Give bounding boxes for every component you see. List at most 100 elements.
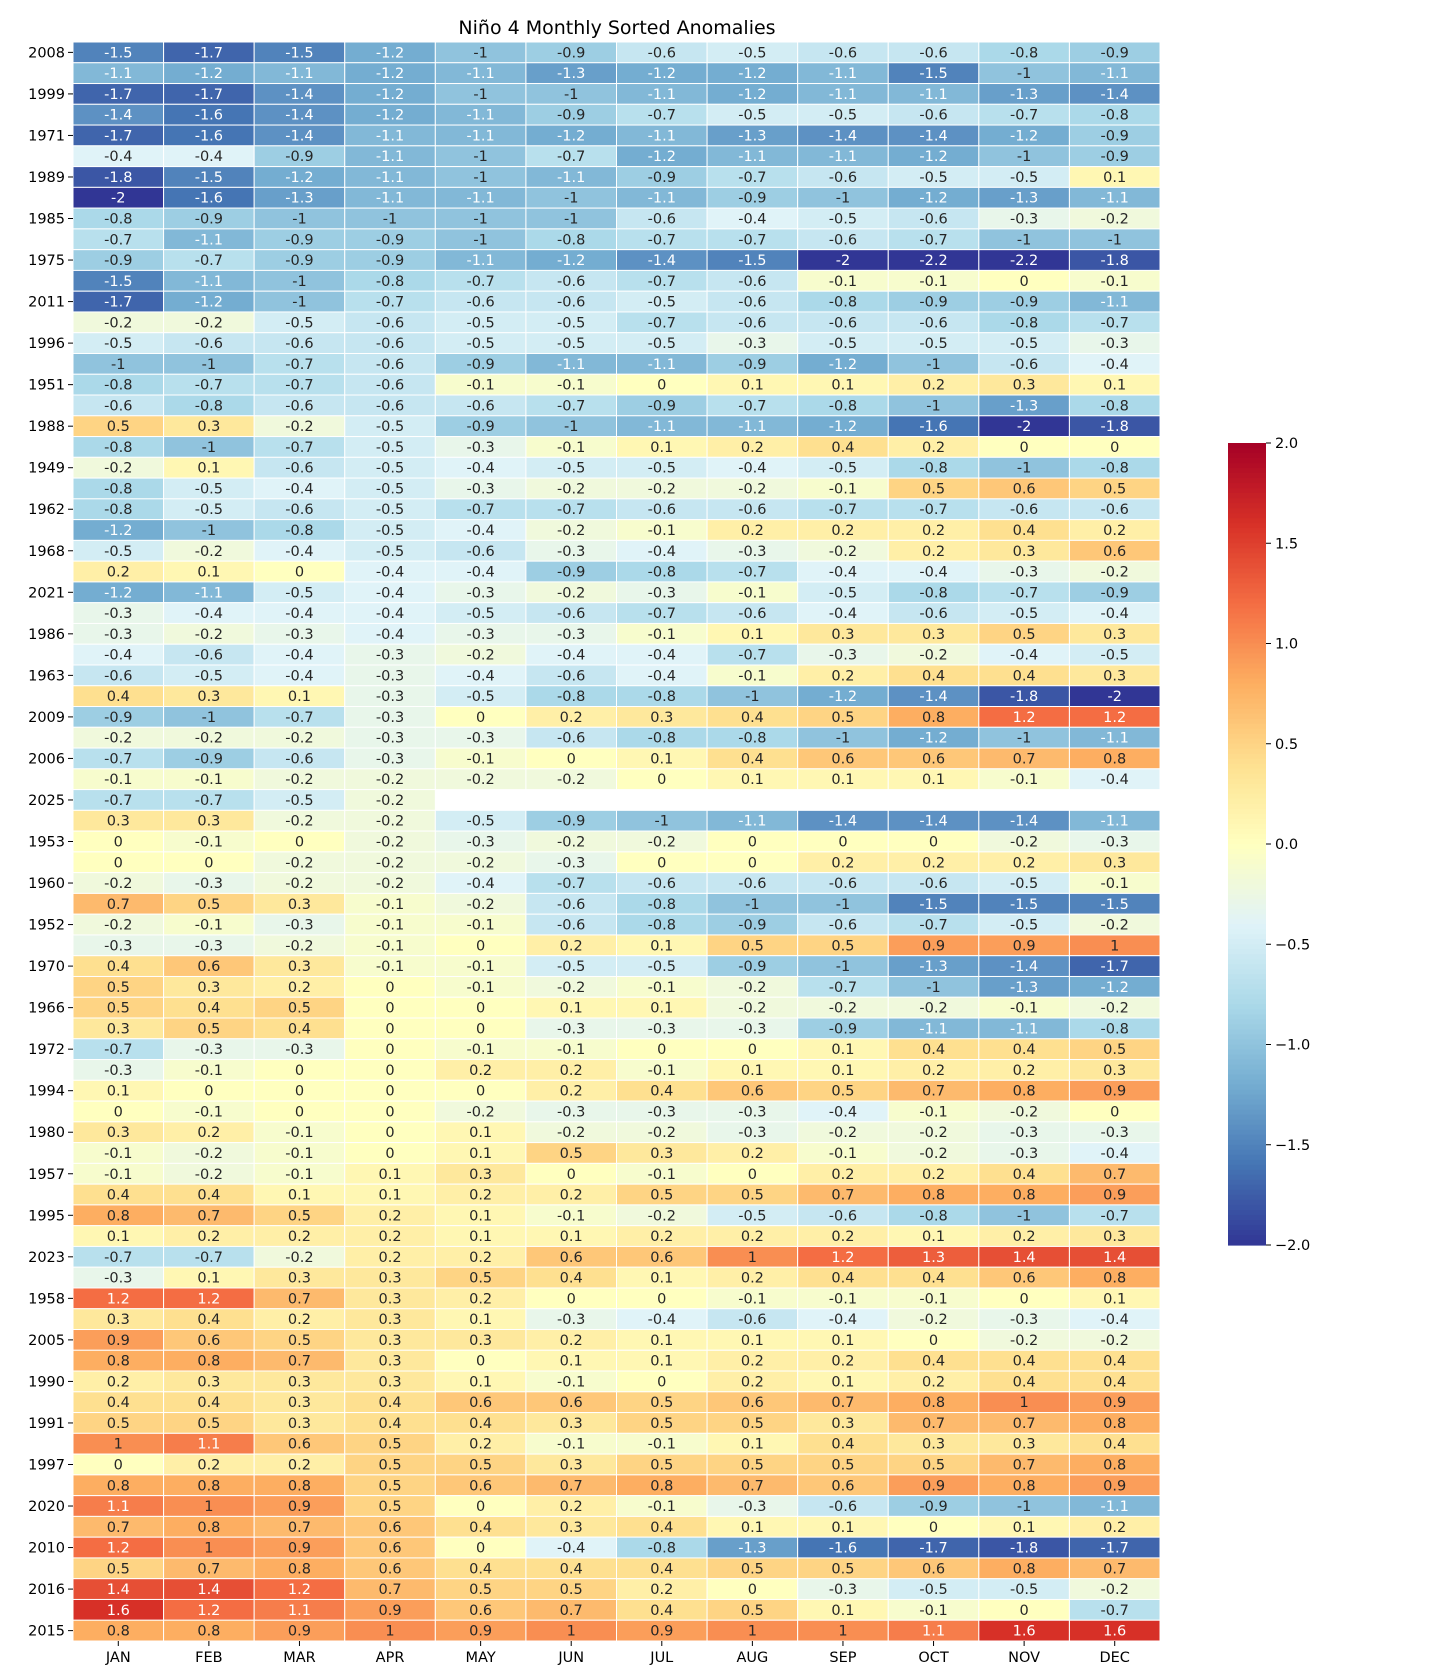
cell-value-label: 0.2 xyxy=(560,938,583,954)
cell-value-label: 0.5 xyxy=(831,1457,854,1473)
colorbar-segment xyxy=(1228,503,1266,509)
cell-value-label: -1 xyxy=(836,191,850,207)
colorbar-segment xyxy=(1228,483,1266,489)
cell-value-label: -0.6 xyxy=(1101,502,1129,518)
cell-value-label: 0.1 xyxy=(379,1188,402,1204)
cell-value-label: 0.1 xyxy=(469,1146,492,1162)
column-tick-label: OCT xyxy=(918,1650,949,1666)
cell-value-label: 0.3 xyxy=(1013,1437,1036,1453)
colorbar-segment xyxy=(1228,1114,1266,1121)
cell-value-label: 1.2 xyxy=(1103,710,1126,726)
cell-value-label: -0.9 xyxy=(738,959,766,975)
cell-value-label: 1.4 xyxy=(1103,1250,1126,1266)
cell-value-label: 0 xyxy=(385,1042,394,1058)
cell-value-label: -0.2 xyxy=(738,1001,766,1017)
cell-value-label: -1.4 xyxy=(648,253,676,269)
cell-value-label: 0.5 xyxy=(288,1333,311,1349)
cell-value-label: 0 xyxy=(1020,1291,1029,1307)
cell-value-label: 0.4 xyxy=(1013,1167,1036,1183)
cell-value-label: 0.7 xyxy=(1103,1167,1126,1183)
cell-value-label: -1.7 xyxy=(104,87,132,103)
cell-value-label: 0.2 xyxy=(741,1354,764,1370)
cell-value-label: -0.2 xyxy=(919,648,947,664)
cell-value-label: -0.4 xyxy=(285,481,313,497)
colorbar-segment xyxy=(1228,758,1266,765)
cell-value-label: -0.3 xyxy=(738,1125,766,1141)
cell-value-label: -1 xyxy=(836,731,850,747)
cell-value-label: 0.9 xyxy=(1103,1395,1126,1411)
cell-value-label: 0.3 xyxy=(379,1271,402,1287)
cell-value-label: 1.2 xyxy=(831,1250,854,1266)
cell-value-label: 0.2 xyxy=(922,378,945,394)
cell-value-label: -0.8 xyxy=(557,232,585,248)
cell-value-label: -0.9 xyxy=(104,253,132,269)
cell-value-label: 1.2 xyxy=(197,1603,220,1619)
cell-value-label: -0.2 xyxy=(376,876,404,892)
cell-value-label: 0.2 xyxy=(922,855,945,871)
colorbar-segment xyxy=(1228,1224,1266,1231)
cell-value-label: -0.1 xyxy=(557,1374,585,1390)
cell-value-label: 0.3 xyxy=(650,1146,673,1162)
cell-value-label: -0.5 xyxy=(1010,606,1038,622)
cell-value-label: 0.3 xyxy=(560,1416,583,1432)
cell-value-label: 0 xyxy=(295,835,304,851)
cell-value-label: -0.3 xyxy=(557,855,585,871)
cell-value-label: -1.5 xyxy=(104,45,132,61)
cell-value-label: 0.8 xyxy=(922,1188,945,1204)
cell-value-label: 0.7 xyxy=(197,1208,220,1224)
row-tick-label: 2011 xyxy=(28,295,65,311)
colorbar-segment xyxy=(1228,874,1266,880)
cell-value-label: 0.1 xyxy=(741,1437,764,1453)
cell-value-label: -0.1 xyxy=(285,1146,313,1162)
cell-value-label: -0.5 xyxy=(648,959,676,975)
cell-value-label: 0.1 xyxy=(560,1001,583,1017)
cell-value-label: 1 xyxy=(385,1624,394,1640)
cell-value-label: -1.4 xyxy=(919,128,947,144)
cell-value-label: -1.4 xyxy=(829,814,857,830)
row-tick-label: 1971 xyxy=(28,128,65,144)
cell-value-label: 0.7 xyxy=(1013,1416,1036,1432)
cell-value-label: -0.2 xyxy=(285,814,313,830)
cell-value-label: -1.2 xyxy=(195,295,223,311)
cell-value-label: 0.3 xyxy=(379,1312,402,1328)
cell-value-label: -0.2 xyxy=(376,814,404,830)
cell-value-label: -1 xyxy=(564,212,578,228)
colorbar-segment xyxy=(1228,568,1266,574)
colorbar-segment xyxy=(1228,1034,1266,1041)
cell-value-label: 0 xyxy=(929,835,938,851)
cell-value-label: -0.9 xyxy=(104,710,132,726)
cell-value-label: 0.1 xyxy=(1103,378,1126,394)
cell-value-label: 0.1 xyxy=(741,772,764,788)
cell-value-label: -0.7 xyxy=(104,1250,132,1266)
cell-value-label: 0 xyxy=(1020,1603,1029,1619)
colorbar-segment xyxy=(1228,964,1266,970)
cell-value-label: -0.4 xyxy=(829,565,857,581)
colorbar-segment xyxy=(1228,1054,1266,1061)
cell-value-label: 0.2 xyxy=(831,523,854,539)
cell-value-label: 0.3 xyxy=(469,1167,492,1183)
row-tick-label: 1951 xyxy=(28,378,65,394)
row-tick-label: 1957 xyxy=(28,1167,65,1183)
cell-value-label: -0.2 xyxy=(919,1125,947,1141)
cell-value-label: 0.4 xyxy=(107,689,130,705)
cell-value-label: -0.3 xyxy=(738,1499,766,1515)
cell-value-label: -0.4 xyxy=(376,606,404,622)
cell-value-label: -1 xyxy=(926,398,940,414)
cell-value-label: -1.4 xyxy=(829,128,857,144)
colorbar-segment xyxy=(1228,1199,1266,1206)
cell-value-label: 0.5 xyxy=(379,1457,402,1473)
cell-value-label: 0.2 xyxy=(831,668,854,684)
cell-value-label: 0 xyxy=(295,1084,304,1100)
colorbar-segment xyxy=(1228,974,1266,980)
cell-value-label: 0.8 xyxy=(1103,751,1126,767)
cell-value-label: -0.2 xyxy=(104,315,132,331)
cell-value-label: -1.2 xyxy=(376,45,404,61)
cell-value-label: 0.5 xyxy=(288,1001,311,1017)
row-tick-label: 1960 xyxy=(28,876,65,892)
cell-value-label: -0.8 xyxy=(1010,315,1038,331)
cell-value-label: 0.7 xyxy=(922,1084,945,1100)
colorbar-tick-label: −2.0 xyxy=(1275,1238,1310,1254)
cell-value-label: -0.8 xyxy=(648,1541,676,1557)
cell-value-label: -0.3 xyxy=(195,1042,223,1058)
cell-value-label: -1 xyxy=(473,170,487,186)
